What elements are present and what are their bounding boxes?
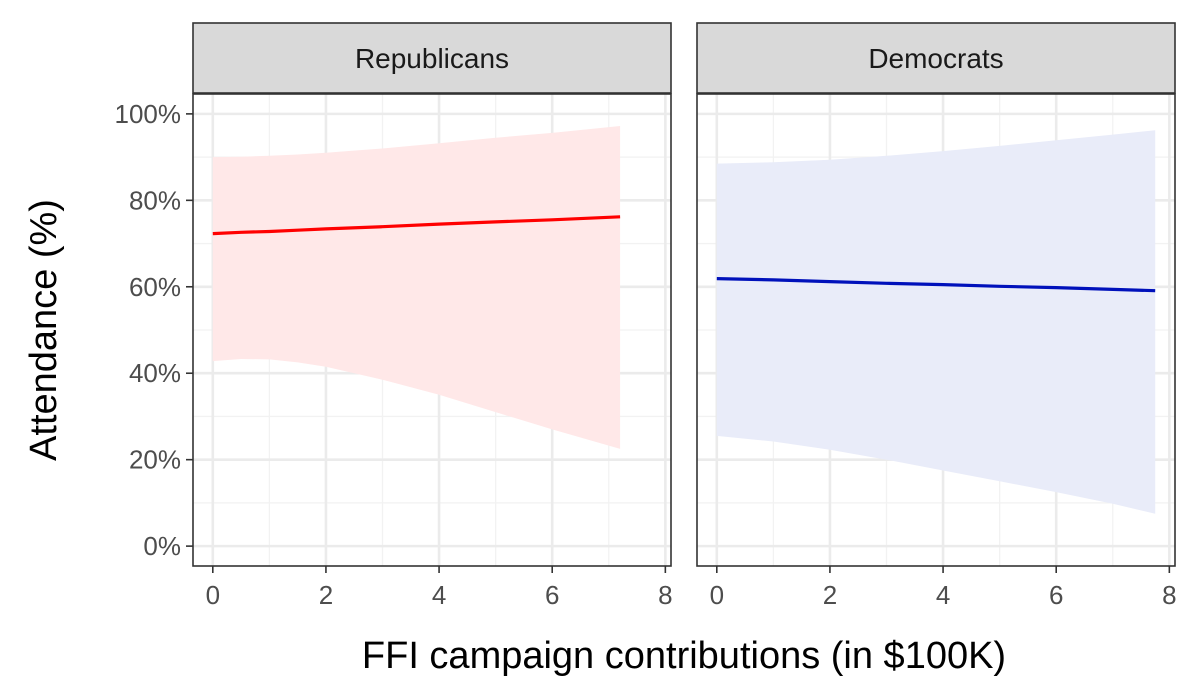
x-tick-label: 4: [936, 580, 950, 610]
x-tick-label: 2: [319, 580, 333, 610]
panels-layer: Republicans 0 2 4 6 8 Democrats 0 2 4 6 8: [192, 22, 1177, 610]
strip-background: [192, 22, 672, 94]
y-tick-label: 40%: [129, 358, 181, 388]
panel-democrats: Democrats 0 2 4 6 8: [696, 22, 1177, 610]
x-tick-label: 2: [823, 580, 837, 610]
strip-label: Democrats: [868, 43, 1003, 74]
x-tick-label: 6: [1049, 580, 1063, 610]
x-tick-label: 0: [206, 580, 220, 610]
x-tick-label: 8: [1162, 580, 1176, 610]
x-tick-label: 6: [545, 580, 559, 610]
y-tick-label: 100%: [115, 99, 182, 129]
x-tick-label: 4: [432, 580, 446, 610]
confidence-band: [716, 130, 1156, 514]
y-axis-title: Attendance (%): [23, 199, 65, 461]
panel-border: [696, 93, 1176, 567]
y-tick-label: 60%: [129, 272, 181, 302]
confidence-band: [212, 126, 621, 449]
y-tick-label: 20%: [129, 445, 181, 475]
strip-label: Republicans: [355, 43, 509, 74]
fitted-line: [716, 277, 1156, 293]
fitted-line: [212, 215, 621, 236]
strip-background: [696, 22, 1176, 94]
panel-republicans: Republicans 0 2 4 6 8: [192, 22, 673, 610]
y-axis: 0% 20% 40% 60% 80% 100%: [115, 99, 193, 561]
panel-border: [192, 93, 672, 567]
x-axis-title: FFI campaign contributions (in $100K): [362, 635, 1006, 677]
y-tick-label: 0%: [143, 531, 181, 561]
x-tick-label: 0: [710, 580, 724, 610]
y-tick-label: 80%: [129, 185, 181, 215]
x-tick-label: 8: [658, 580, 672, 610]
